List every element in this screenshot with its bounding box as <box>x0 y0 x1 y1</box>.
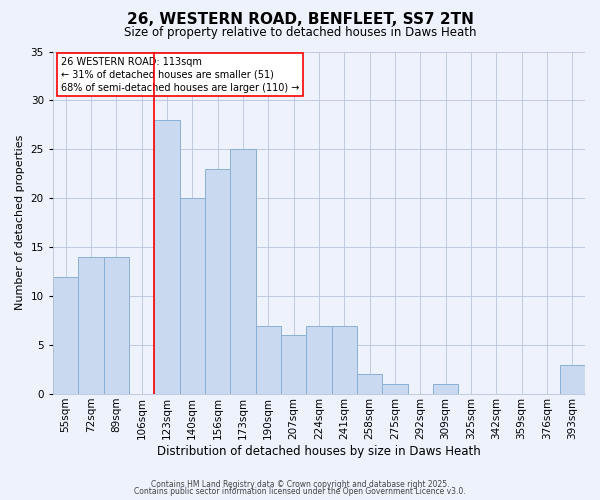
Bar <box>78 257 104 394</box>
Text: Contains public sector information licensed under the Open Government Licence v3: Contains public sector information licen… <box>134 488 466 496</box>
Bar <box>382 384 407 394</box>
Bar <box>433 384 458 394</box>
Y-axis label: Number of detached properties: Number of detached properties <box>15 135 25 310</box>
Bar <box>306 326 332 394</box>
Bar <box>332 326 357 394</box>
Bar <box>256 326 281 394</box>
Bar <box>230 150 256 394</box>
Bar <box>357 374 382 394</box>
Text: Contains HM Land Registry data © Crown copyright and database right 2025.: Contains HM Land Registry data © Crown c… <box>151 480 449 489</box>
Text: Size of property relative to detached houses in Daws Heath: Size of property relative to detached ho… <box>124 26 476 39</box>
Text: 26, WESTERN ROAD, BENFLEET, SS7 2TN: 26, WESTERN ROAD, BENFLEET, SS7 2TN <box>127 12 473 28</box>
Bar <box>154 120 179 394</box>
X-axis label: Distribution of detached houses by size in Daws Heath: Distribution of detached houses by size … <box>157 444 481 458</box>
Bar <box>281 336 306 394</box>
Bar <box>179 198 205 394</box>
Text: 26 WESTERN ROAD: 113sqm
← 31% of detached houses are smaller (51)
68% of semi-de: 26 WESTERN ROAD: 113sqm ← 31% of detache… <box>61 56 299 93</box>
Bar <box>205 169 230 394</box>
Bar <box>560 364 585 394</box>
Bar <box>53 276 78 394</box>
Bar <box>104 257 129 394</box>
